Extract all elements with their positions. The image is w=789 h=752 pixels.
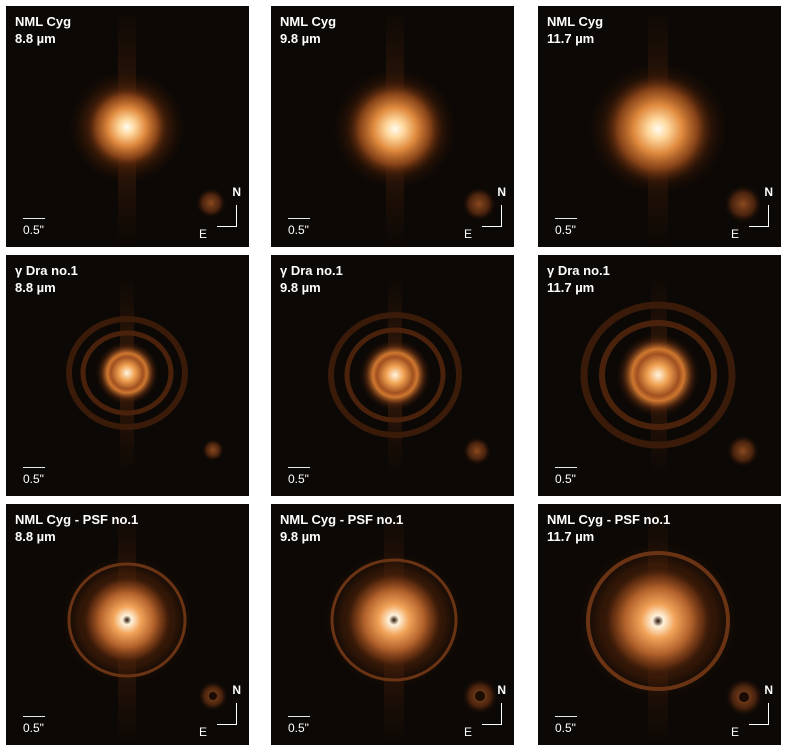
- east-label: E: [464, 725, 473, 739]
- panel-title: NML Cyg - PSF no.1: [547, 512, 671, 527]
- star-image: [67, 6, 226, 247]
- panel-gammadra-11_7: γ Dra no.1 11.7 µm 0.5": [538, 255, 781, 496]
- scale-label: 0.5": [555, 472, 576, 486]
- panel-wavelength: 9.8 µm: [280, 31, 321, 46]
- panel-label: NML Cyg - PSF no.1 9.8 µm: [280, 511, 403, 545]
- panel-residual-8_8: NML Cyg - PSF no.1 8.8 µm 0.5" N E: [6, 504, 249, 745]
- north-label: N: [232, 683, 241, 697]
- panel-wavelength: 11.7 µm: [547, 280, 595, 295]
- panel-title: γ Dra no.1: [547, 263, 610, 278]
- scale-bar: 0.5": [555, 467, 585, 487]
- panel-wavelength: 8.8 µm: [15, 529, 56, 544]
- panel-label: γ Dra no.1 11.7 µm: [547, 262, 610, 296]
- star-image: [66, 275, 224, 475]
- east-label: E: [464, 227, 473, 241]
- panel-wavelength: 9.8 µm: [280, 529, 321, 544]
- scale-bar: 0.5": [555, 218, 585, 238]
- panel-wavelength: 9.8 µm: [280, 280, 321, 295]
- east-label: E: [199, 227, 208, 241]
- scale-bar: 0.5": [288, 218, 318, 238]
- east-label: E: [731, 227, 740, 241]
- star-image: [586, 6, 762, 247]
- star-image: [322, 504, 498, 745]
- scale-label: 0.5": [23, 223, 44, 237]
- compass-indicator: N E: [199, 185, 245, 241]
- panel-label: γ Dra no.1 9.8 µm: [280, 262, 343, 296]
- scale-label: 0.5": [288, 721, 309, 735]
- scale-label: 0.5": [555, 721, 576, 735]
- east-label: E: [731, 725, 740, 739]
- compass-indicator: N E: [731, 185, 777, 241]
- panel-title: NML Cyg: [15, 14, 72, 29]
- panel-gammadra-8_8: γ Dra no.1 8.8 µm 0.5": [6, 255, 249, 496]
- panel-title: NML Cyg - PSF no.1: [280, 512, 404, 527]
- panel-title: γ Dra no.1: [280, 263, 343, 278]
- compass-indicator: N E: [199, 683, 245, 739]
- north-label: N: [764, 683, 773, 697]
- compass-indicator: N E: [464, 683, 510, 739]
- panel-title: NML Cyg - PSF no.1: [15, 512, 139, 527]
- star-image: [59, 504, 228, 745]
- scale-label: 0.5": [555, 223, 576, 237]
- scale-bar: 0.5": [288, 467, 318, 487]
- scale-label: 0.5": [288, 472, 309, 486]
- panel-label: NML Cyg - PSF no.1 8.8 µm: [15, 511, 138, 545]
- compass-indicator: N E: [731, 683, 777, 739]
- panel-wavelength: 8.8 µm: [15, 31, 56, 46]
- panel-title: γ Dra no.1: [15, 263, 78, 278]
- panel-residual-9_8: NML Cyg - PSF no.1 9.8 µm 0.5" N E: [271, 504, 514, 745]
- panel-nmlcyg-9_8: NML Cyg 9.8 µm 0.5" N E: [271, 6, 514, 247]
- scale-label: 0.5": [288, 223, 309, 237]
- panel-title: NML Cyg: [547, 14, 604, 29]
- scale-bar: 0.5": [23, 218, 53, 238]
- star-image: [331, 6, 496, 247]
- panel-label: γ Dra no.1 8.8 µm: [15, 262, 78, 296]
- scale-bar: 0.5": [23, 467, 53, 487]
- north-label: N: [497, 683, 506, 697]
- panel-nmlcyg-11_7: NML Cyg 11.7 µm 0.5" N E: [538, 6, 781, 247]
- north-label: N: [232, 185, 241, 199]
- panel-label: NML Cyg 8.8 µm: [15, 13, 71, 47]
- panel-gammadra-9_8: γ Dra no.1 9.8 µm 0.5": [271, 255, 514, 496]
- north-label: N: [497, 185, 506, 199]
- panel-label: NML Cyg - PSF no.1 11.7 µm: [547, 511, 670, 545]
- star-image: [576, 504, 763, 745]
- scale-bar: 0.5": [288, 716, 318, 736]
- east-label: E: [199, 725, 208, 739]
- star-image: [328, 275, 491, 475]
- panel-wavelength: 11.7 µm: [547, 31, 595, 46]
- panel-label: NML Cyg 9.8 µm: [280, 13, 336, 47]
- panel-wavelength: 8.8 µm: [15, 280, 56, 295]
- panel-residual-11_7: NML Cyg - PSF no.1 11.7 µm 0.5" N E: [538, 504, 781, 745]
- panel-title: NML Cyg: [280, 14, 337, 29]
- panel-nmlcyg-8_8: NML Cyg 8.8 µm 0.5" N E: [6, 6, 249, 247]
- scale-bar: 0.5": [23, 716, 53, 736]
- north-label: N: [764, 185, 773, 199]
- scale-label: 0.5": [23, 721, 44, 735]
- panel-wavelength: 11.7 µm: [547, 529, 595, 544]
- compass-indicator: N E: [464, 185, 510, 241]
- scale-bar: 0.5": [555, 716, 585, 736]
- star-image: [580, 275, 759, 475]
- panel-label: NML Cyg 11.7 µm: [547, 13, 603, 47]
- scale-label: 0.5": [23, 472, 44, 486]
